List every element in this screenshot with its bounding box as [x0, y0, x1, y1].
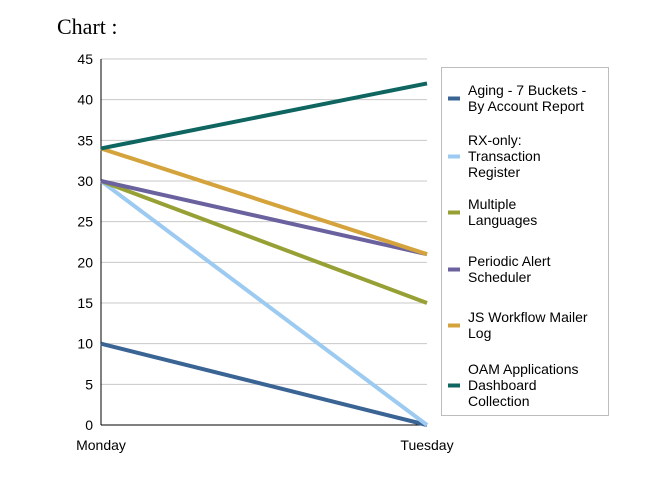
legend-swatch-2	[448, 154, 460, 159]
legend-swatch-5	[448, 323, 460, 328]
y-tick-label: 25	[77, 214, 93, 230]
legend: Aging - 7 Buckets -By Account Report RX-o…	[441, 67, 609, 416]
y-tick-label: 5	[85, 376, 93, 392]
grid-lines	[101, 58, 427, 385]
y-tick-label: 45	[77, 51, 93, 67]
page-heading: Chart :	[57, 14, 118, 39]
legend-label-6: OAM Applications Dashboard Collection	[468, 361, 579, 409]
series-line-4	[100, 179, 428, 257]
series-line-6	[100, 81, 428, 151]
y-tick-label: 20	[77, 254, 93, 270]
series-line-5	[100, 146, 428, 257]
axes	[100, 59, 427, 426]
legend-swatch-1	[448, 96, 460, 101]
y-tick-label: 10	[77, 336, 93, 352]
legend-box	[441, 67, 609, 416]
legend-swatch-4	[448, 267, 460, 272]
x-axis-categories: Monday Tuesday	[76, 437, 454, 453]
legend-label-5: JS Workflow Mailer Log	[468, 309, 588, 341]
x-category-label: Monday	[76, 437, 126, 453]
y-tick-label: 40	[77, 92, 93, 108]
series-line-1	[100, 341, 428, 427]
legend-label-4: Periodic Alert Scheduler	[468, 253, 551, 285]
legend-label-2: RX-only: Transaction Register	[468, 132, 541, 180]
y-tick-label: 35	[77, 132, 93, 148]
legend-label-3: Multiple Languages	[468, 196, 537, 228]
legend-swatch-6	[448, 383, 460, 388]
series-line-2	[99, 179, 429, 427]
series-line-3	[100, 179, 428, 305]
y-tick-label: 30	[77, 173, 93, 189]
x-category-label: Tuesday	[400, 437, 453, 453]
y-tick-label: 15	[77, 295, 93, 311]
y-tick-label: 0	[85, 417, 93, 433]
legend-swatch-3	[448, 210, 460, 215]
y-axis-ticks: 0 5 10 15 20 25 30 35 40 45	[77, 51, 93, 433]
legend-label-1: Aging - 7 Buckets -By Account Report	[468, 82, 587, 114]
series-lines	[99, 81, 429, 427]
